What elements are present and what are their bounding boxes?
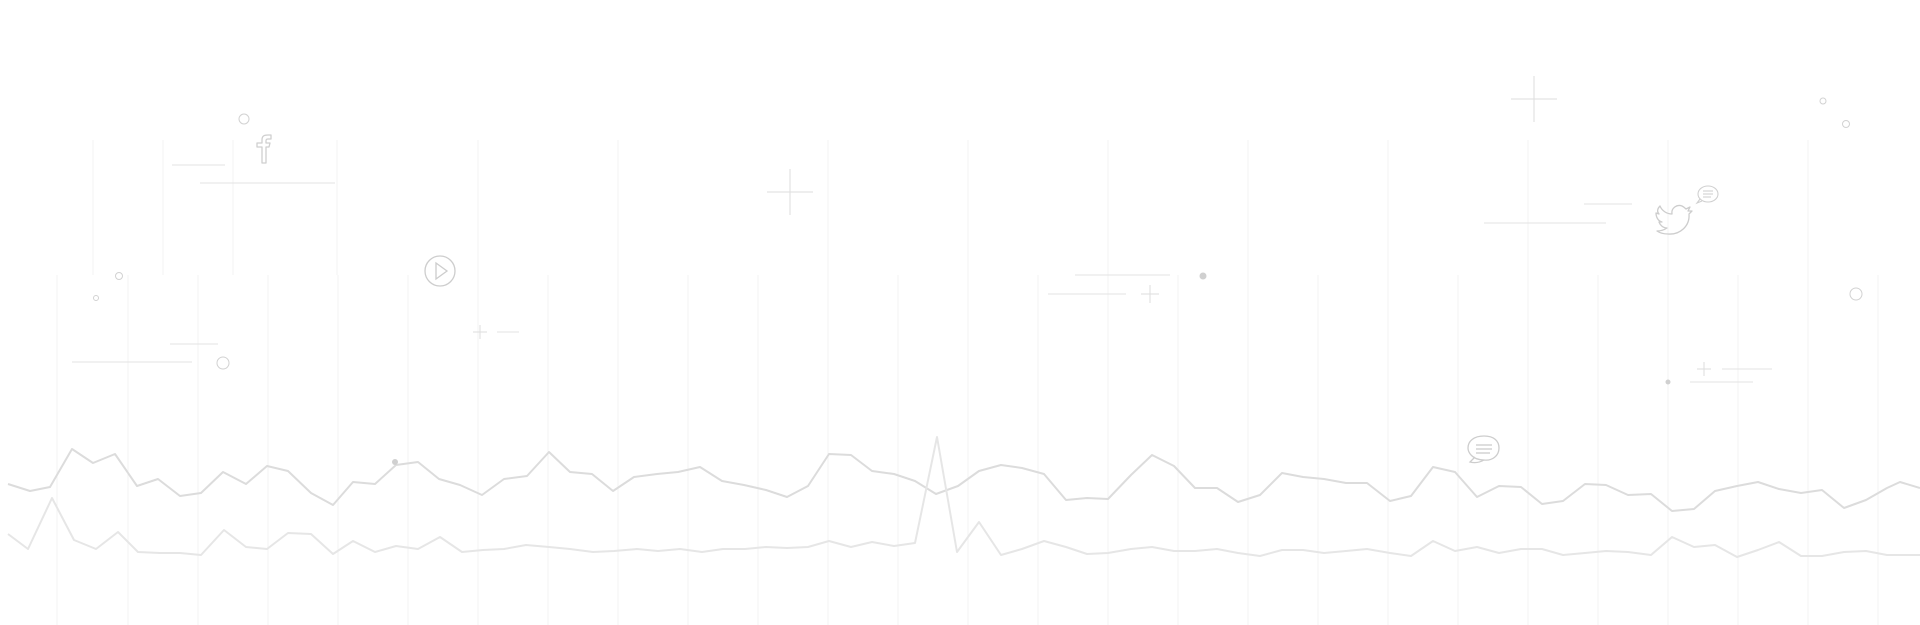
- decor-circles: [93, 97, 1863, 370]
- plus-sign: [1141, 285, 1159, 303]
- chat-bubble-small-icon: [1695, 185, 1719, 205]
- plus-sign: [767, 169, 813, 215]
- chat-bubble-icon: [1467, 435, 1500, 464]
- twitter-icon: [1655, 204, 1693, 235]
- plus-sign: [1511, 76, 1557, 122]
- plus-sign: [473, 325, 487, 339]
- decor-plus-signs: [473, 76, 1711, 376]
- decor-dashes: [72, 164, 1772, 383]
- wave-line-lower: [7, 436, 1920, 558]
- grid-lines: [56, 140, 1879, 625]
- plus-sign: [1697, 362, 1711, 376]
- facebook-icon: [256, 134, 272, 164]
- wave-line-upper: [7, 448, 1920, 512]
- decor-dots: [392, 272, 1671, 465]
- play-icon: [424, 255, 456, 287]
